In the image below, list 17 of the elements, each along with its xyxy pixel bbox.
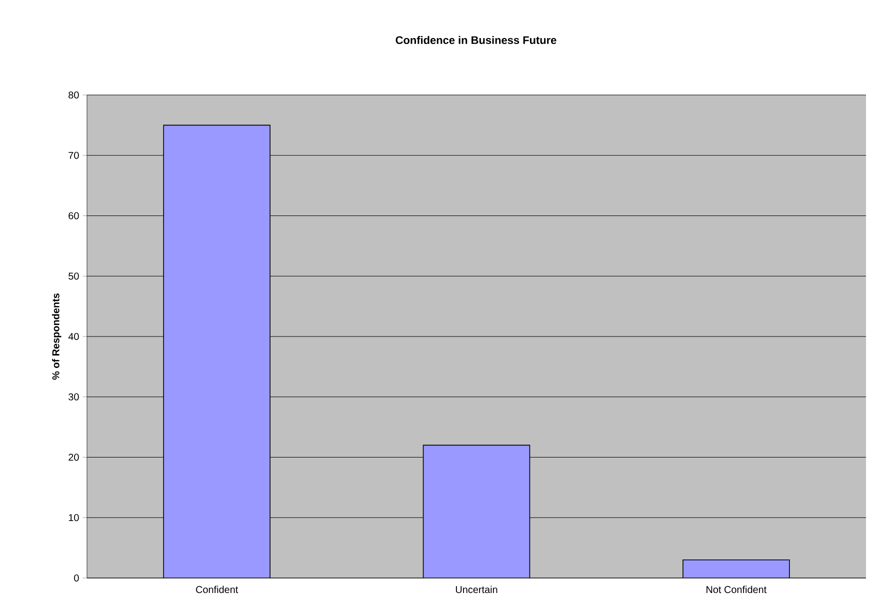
- chart-title: Confidence in Business Future: [396, 36, 556, 44]
- bar: [163, 124, 270, 578]
- y-tick-label: 50: [68, 272, 79, 280]
- bar: [682, 559, 790, 578]
- x-tick-label: Confident: [196, 586, 238, 594]
- y-axis-title: % of Respondents: [52, 293, 62, 380]
- y-tick-label: 10: [68, 514, 79, 522]
- x-tick-label: Not Confident: [706, 586, 767, 594]
- x-tick-label: Uncertain: [456, 586, 498, 594]
- y-tick-label: 80: [68, 91, 79, 99]
- y-tick-label: 0: [74, 574, 79, 582]
- bar: [422, 444, 530, 578]
- y-tick-label: 40: [68, 332, 79, 340]
- y-tick-label: 60: [68, 212, 79, 220]
- y-tick-label: 70: [68, 152, 79, 159]
- y-tick-label: 30: [68, 393, 79, 400]
- y-tick-label: 20: [68, 454, 79, 461]
